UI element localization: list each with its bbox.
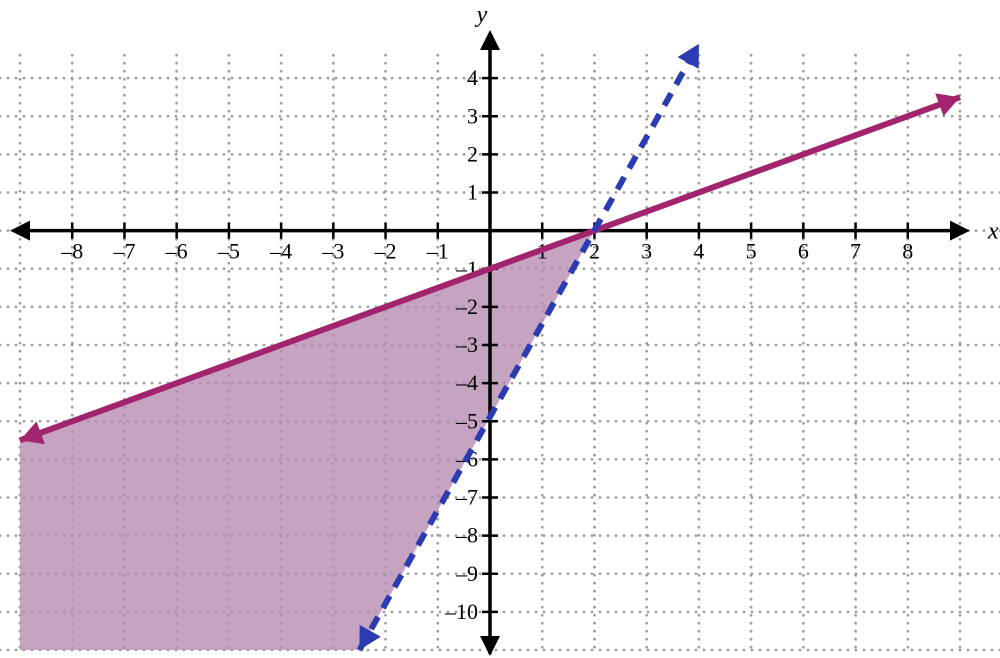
x-tick-label: –4 [269,239,292,264]
inequality-chart: –8–7–6–5–4–3–2–112345678–10–9–8–7–6–5–4–… [0,0,1000,658]
x-tick-label: –3 [321,239,344,264]
y-tick-label: –4 [455,370,478,395]
x-tick-label: –6 [165,239,188,264]
x-tick-label: 3 [641,239,652,264]
x-tick-label: –5 [217,239,240,264]
x-tick-label: –7 [112,239,135,264]
x-tick-label: 5 [746,239,757,264]
y-tick-label: –3 [455,332,478,357]
y-tick-label: –9 [455,561,478,586]
x-tick-label: –8 [60,239,83,264]
x-tick-label: 6 [798,239,809,264]
y-tick-label: 1 [467,180,478,205]
x-tick-label: –2 [374,239,397,264]
y-tick-label: –2 [455,294,478,319]
y-tick-label: 2 [467,141,478,166]
y-tick-label: –7 [455,485,478,510]
x-tick-label: 7 [850,239,861,264]
y-tick-label: 3 [467,103,478,128]
y-axis-label: y [475,2,488,28]
y-tick-label: –5 [455,408,478,433]
chart-svg: –8–7–6–5–4–3–2–112345678–10–9–8–7–6–5–4–… [0,0,1000,658]
y-tick-label: –10 [444,599,478,624]
y-tick-label: –8 [455,523,478,548]
y-tick-label: 4 [467,65,478,90]
x-axis-label: x [987,219,999,245]
x-tick-label: 8 [902,239,913,264]
x-tick-label: 4 [693,239,704,264]
x-tick-label: –1 [426,239,449,264]
